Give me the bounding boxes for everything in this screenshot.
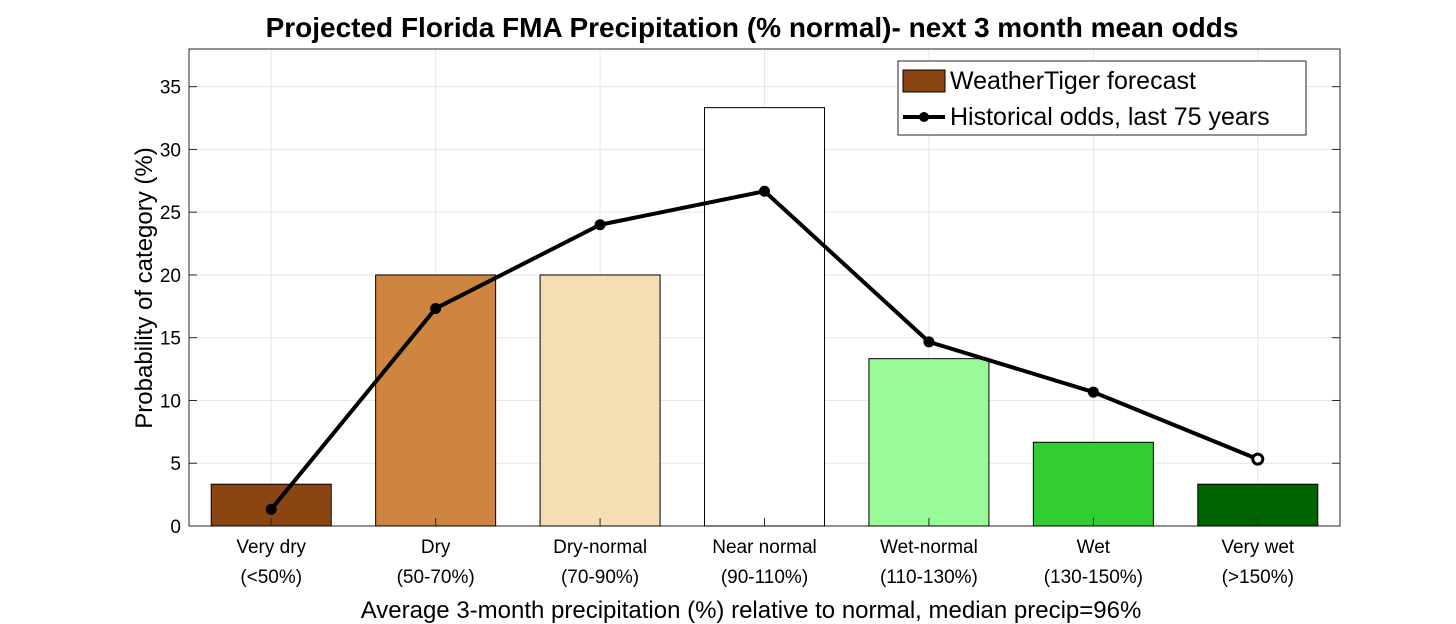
y-tick-label: 30 (160, 140, 181, 161)
historical-point (265, 503, 277, 515)
y-tick-label: 10 (160, 391, 181, 412)
historical-point (923, 336, 935, 348)
historical-point (430, 302, 442, 314)
historical-point (594, 219, 606, 231)
legend: WeatherTiger forecast Historical odds, l… (897, 60, 1307, 136)
y-tick-label: 35 (160, 78, 181, 99)
legend-forecast-label: WeatherTiger forecast (950, 67, 1196, 95)
forecast-bars (210, 107, 1319, 527)
bar-wet (1032, 441, 1154, 527)
y-tick-label: 0 (170, 517, 181, 538)
legend-forecast-swatch (902, 69, 946, 93)
x-tick-label-name: Very dry (236, 537, 306, 558)
x-tick-label-range: (130-150%) (1044, 567, 1143, 588)
x-tick-label-range: (70-90%) (561, 567, 639, 588)
historical-point (1251, 452, 1265, 466)
x-axis-category-labels: Very dry (<50%) Dry (50-70%) Dry-normal (70-9… (236, 518, 1295, 588)
x-tick-label-range: (>150%) (1222, 567, 1294, 588)
x-tick-label-range: (50-70%) (397, 567, 475, 588)
y-tick-label: 5 (170, 454, 181, 475)
bar-wet-normal (868, 358, 990, 527)
x-tick-label-name: Wet-normal (880, 537, 978, 558)
y-tick-label: 15 (160, 329, 181, 350)
y-tick-label: 25 (160, 203, 181, 224)
legend-historical-marker (919, 112, 929, 122)
historical-point (759, 185, 770, 197)
x-tick-label-name: Dry-normal (553, 537, 647, 558)
historical-line (265, 185, 1265, 515)
x-axis-label: Average 3-month precipitation (%) relati… (361, 597, 1142, 624)
y-tick-label: 20 (160, 266, 181, 287)
y-axis-label: Probability of category (%) (131, 147, 158, 428)
bar-dry (375, 274, 497, 527)
x-tick-label-range: (<50%) (240, 567, 302, 588)
historical-point (1087, 386, 1099, 398)
x-tick-label-name: Wet (1077, 537, 1111, 558)
bar-near-normal (704, 107, 825, 527)
chart-title: Projected Florida FMA Precipitation (% n… (266, 12, 1239, 43)
x-tick-label-name: Near normal (712, 537, 817, 558)
x-tick-label-range: (110-130%) (880, 567, 978, 588)
bar-dry-normal (539, 274, 661, 527)
x-tick-label-range: (90-110%) (721, 567, 808, 588)
legend-historical-label: Historical odds, last 75 years (950, 103, 1270, 131)
x-tick-label-name: Very wet (1221, 537, 1295, 558)
x-tick-label-name: Dry (421, 537, 451, 558)
y-axis-ticks: 0 5 10 15 20 25 30 35 (160, 78, 1340, 538)
legend-box (897, 60, 1307, 136)
